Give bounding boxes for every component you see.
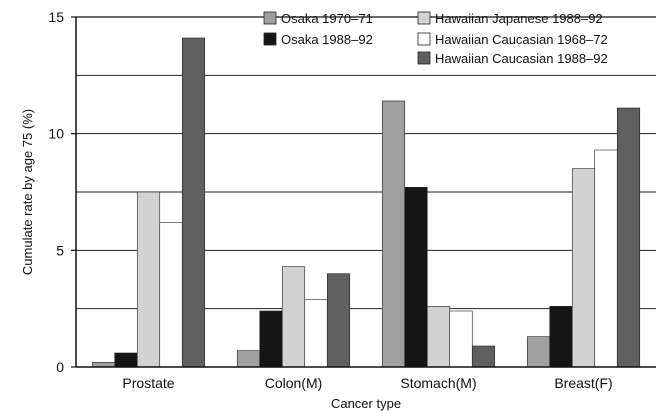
legend-label: Osaka 1988–92: [281, 32, 373, 47]
legend-swatch: [263, 11, 277, 25]
y-tick-labels: 0 5 10 15: [48, 9, 76, 375]
bar-breastf-series-3: [594, 149, 618, 368]
bar-colonm-series-1: [259, 310, 283, 368]
bar-colonm-series-0: [236, 350, 261, 368]
legend: Osaka 1970–71 Osaka 1988–92 Hawaiian Japan…: [263, 11, 608, 66]
y-tick-label: 10: [48, 126, 64, 142]
bar-prostate-series-4: [181, 37, 206, 368]
legend-label: Osaka 1970–71: [281, 11, 373, 26]
bar-stomachm-series-4: [471, 345, 496, 368]
x-tick-label: Prostate: [122, 375, 174, 391]
y-tick-label: 15: [48, 9, 64, 25]
x-tick-labels: Prostate Colon(M) Stomach(M) Breast(F): [122, 375, 612, 391]
legend-label: Hawaiian Japanese 1988–92: [435, 11, 603, 26]
legend-label: Hawaiian Caucasian 1988–92: [435, 51, 608, 66]
bar-prostate-series-2: [136, 191, 161, 368]
bar-prostate-series-1: [114, 352, 138, 368]
axes: [75, 16, 656, 368]
bars: [91, 37, 641, 368]
bar-breastf-series-0: [526, 336, 551, 368]
y-tick-label: 0: [56, 359, 64, 375]
bar-colonm-series-4: [326, 273, 351, 368]
bar-breastf-series-1: [549, 306, 573, 368]
bar-breastf-series-2: [571, 168, 596, 368]
bar-stomachm-series-2: [426, 306, 451, 368]
legend-swatch: [417, 51, 431, 65]
bar-prostate-series-3: [159, 222, 183, 368]
y-axis-label: Cumulate rate by age 75 (%): [20, 109, 35, 275]
bar-stomachm-series-3: [449, 310, 473, 368]
x-tick-label: Colon(M): [265, 375, 323, 391]
legend-swatch: [417, 32, 431, 46]
bar-colonm-series-2: [281, 266, 306, 368]
bar-stomachm-series-1: [404, 187, 428, 368]
legend-swatch: [263, 32, 277, 46]
bar-colonm-series-3: [304, 299, 328, 368]
legend-swatch: [417, 11, 431, 25]
legend-label: Hawaiian Caucasian 1968–72: [435, 32, 608, 47]
x-tick-label: Breast(F): [554, 375, 612, 391]
y-tick-label: 5: [56, 242, 64, 258]
x-tick-label: Stomach(M): [400, 375, 476, 391]
bar-breastf-series-4: [616, 107, 641, 368]
x-axis-label: Cancer type: [331, 396, 401, 411]
bar-stomachm-series-0: [381, 100, 406, 368]
